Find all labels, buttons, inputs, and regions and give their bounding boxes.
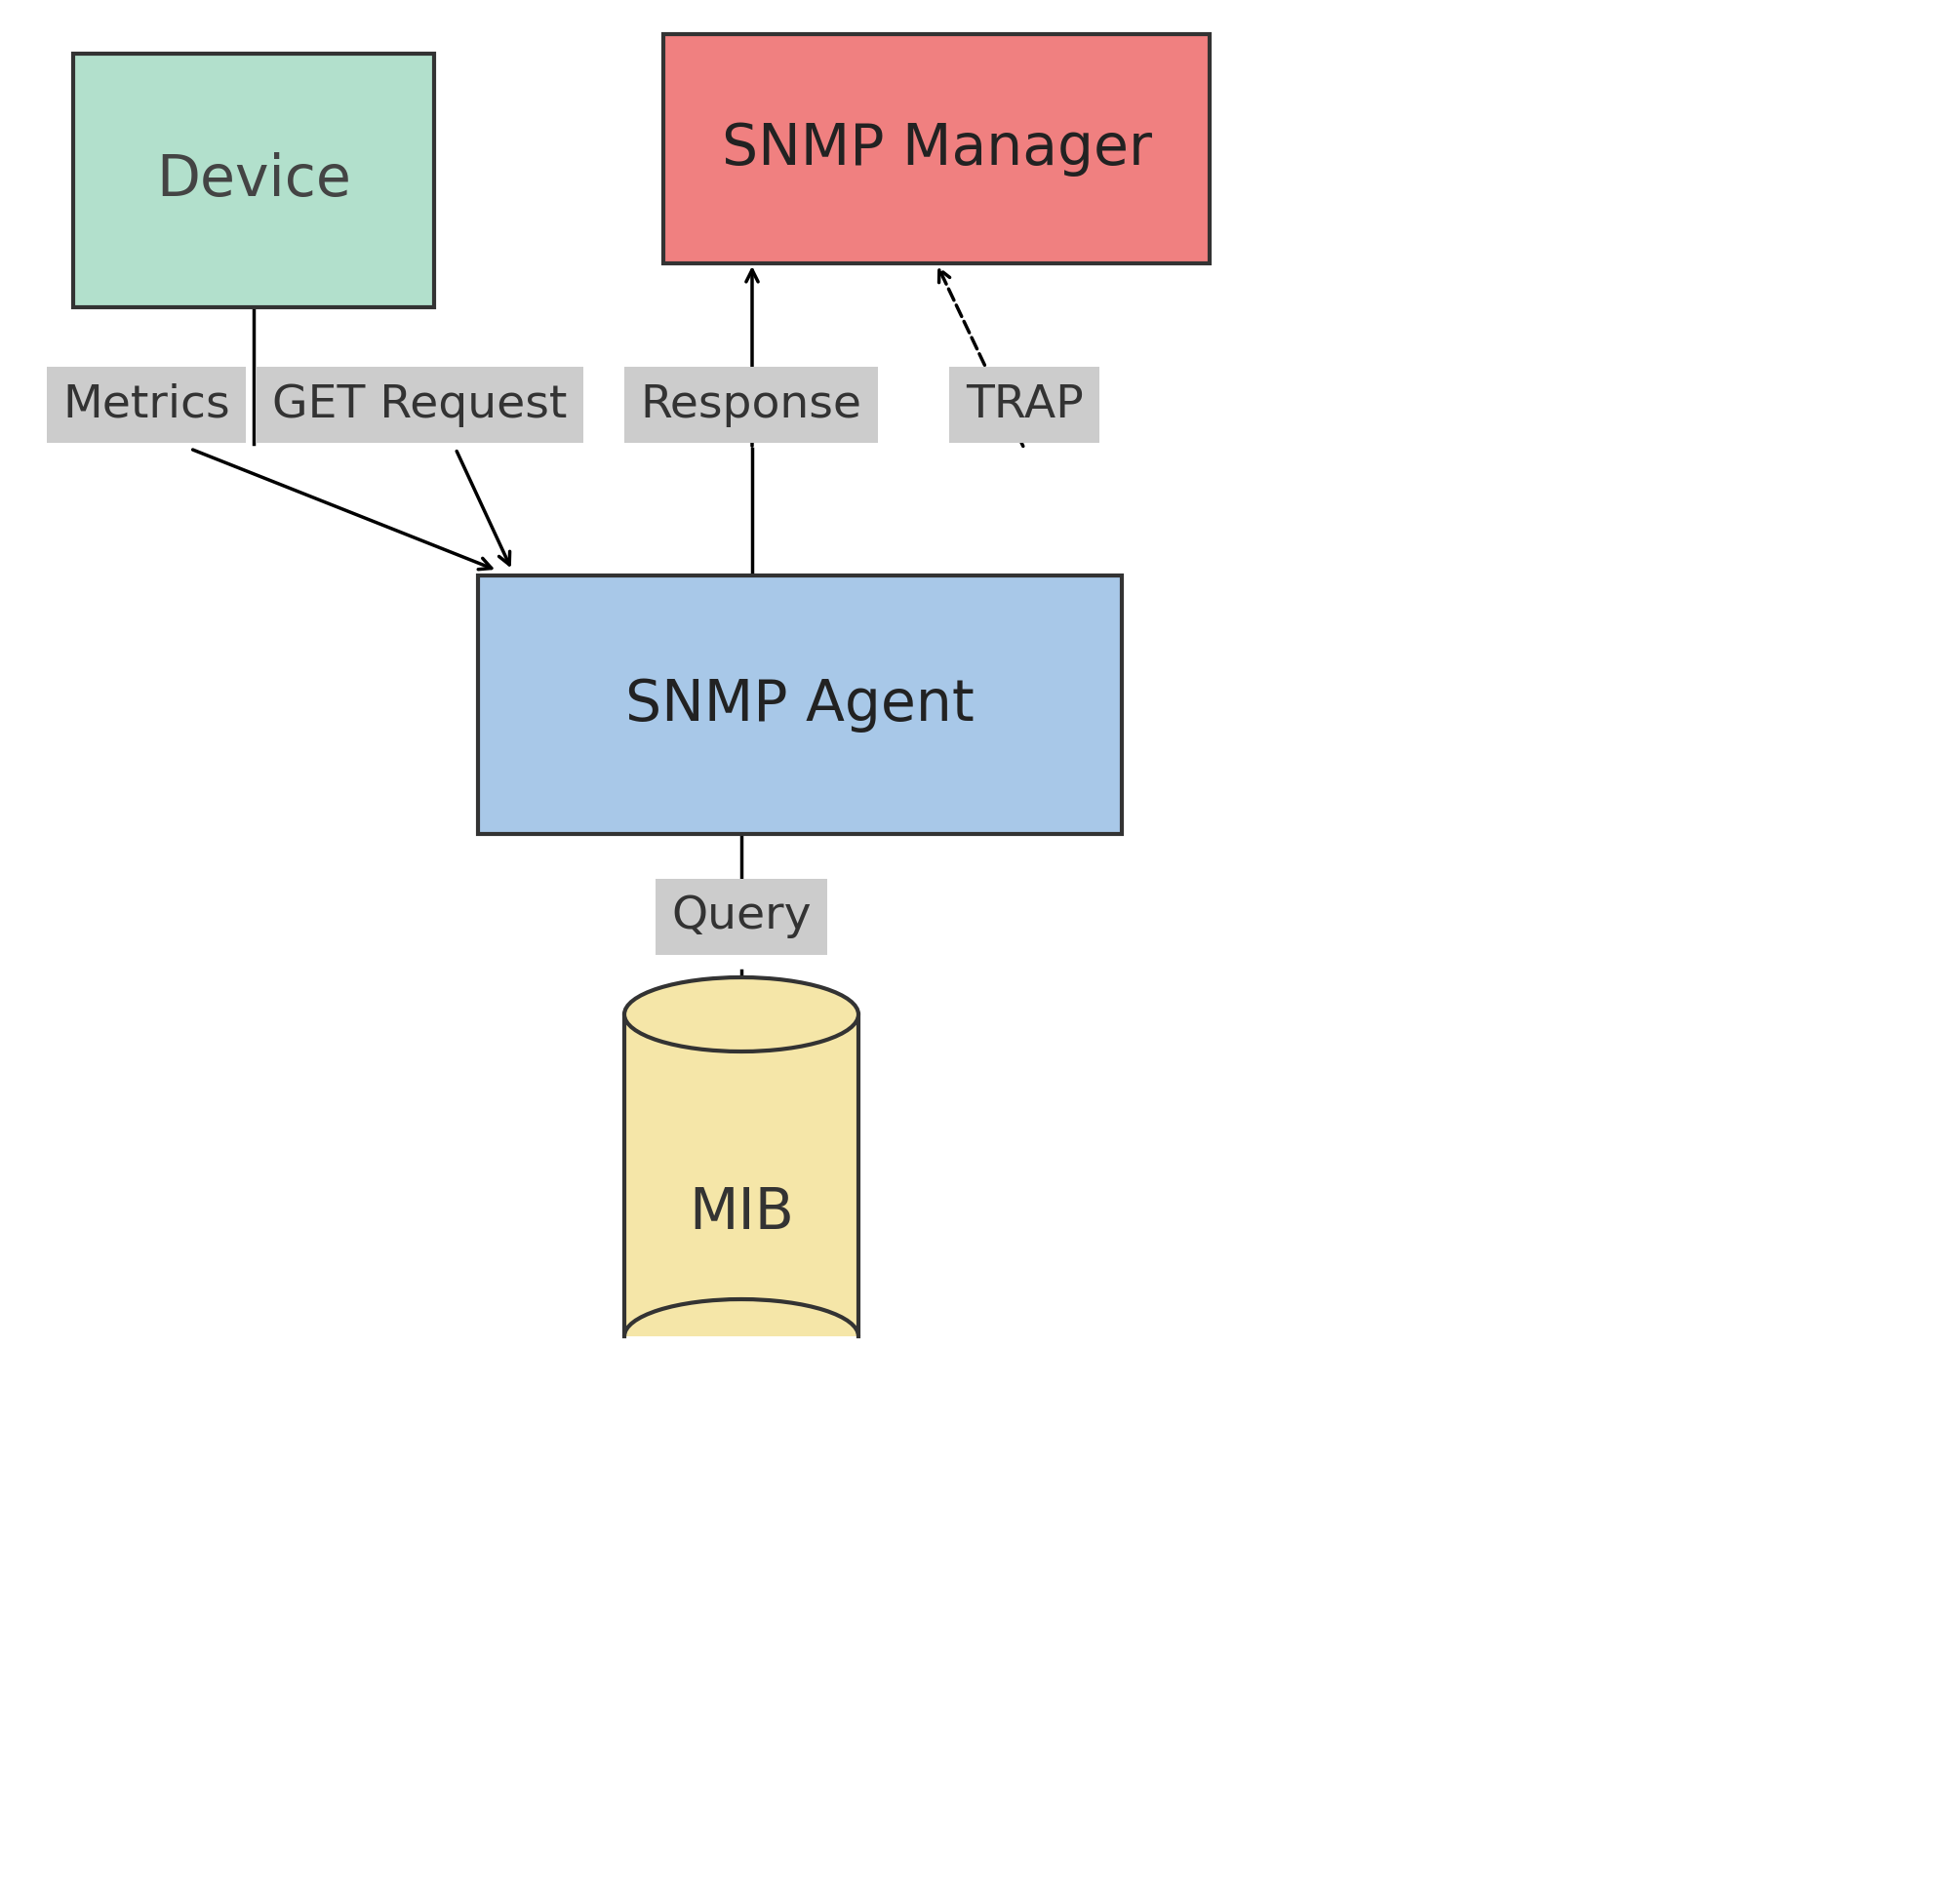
Text: SNMP Agent: SNMP Agent	[626, 678, 974, 733]
Text: GET Request: GET Request	[271, 383, 568, 426]
Polygon shape	[624, 1015, 858, 1337]
FancyBboxPatch shape	[478, 575, 1122, 834]
Text: Response: Response	[640, 383, 862, 426]
Text: Query: Query	[671, 895, 812, 939]
Text: SNMP Manager: SNMP Manager	[722, 122, 1151, 177]
Text: Metrics: Metrics	[62, 383, 230, 426]
Text: TRAP: TRAP	[966, 383, 1083, 426]
FancyBboxPatch shape	[663, 34, 1210, 263]
Ellipse shape	[624, 977, 858, 1051]
Text: MIB: MIB	[689, 1184, 794, 1240]
Text: Device: Device	[156, 152, 351, 208]
FancyBboxPatch shape	[74, 53, 433, 307]
